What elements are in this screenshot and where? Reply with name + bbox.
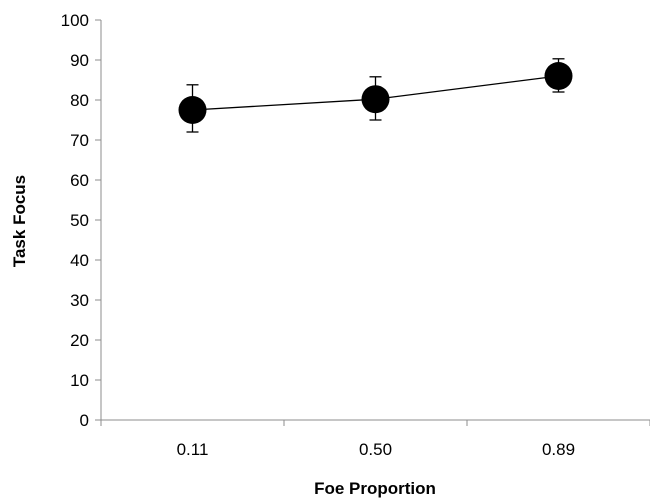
- y-tick-label: 20: [70, 331, 89, 350]
- y-tick-label: 40: [70, 251, 89, 270]
- y-axis: 0 10 20 30 40 50 60 70 80 90 100: [61, 11, 102, 430]
- x-axis-title: Foe Proportion: [314, 479, 436, 498]
- x-tick-label: 0.50: [359, 440, 392, 459]
- y-tick-label: 70: [70, 131, 89, 150]
- y-tick-label: 100: [61, 11, 89, 30]
- x-tick-label: 0.89: [542, 440, 575, 459]
- y-tick-label: 10: [70, 371, 89, 390]
- x-tick-label: 0.11: [177, 440, 209, 459]
- y-tick-label: 60: [70, 171, 89, 190]
- data-point: [361, 85, 390, 114]
- y-tick-label: 50: [70, 211, 89, 230]
- y-tick-label: 0: [80, 411, 89, 430]
- y-axis-title: Task Focus: [10, 175, 29, 267]
- y-tick-label: 90: [70, 51, 89, 70]
- x-axis: 0.11 0.50 0.89: [100, 419, 650, 459]
- data-point: [178, 96, 207, 124]
- y-tick-label: 30: [70, 291, 89, 310]
- y-tick-label: 80: [70, 91, 89, 110]
- data-point: [544, 62, 573, 90]
- plot-area: [178, 58, 573, 133]
